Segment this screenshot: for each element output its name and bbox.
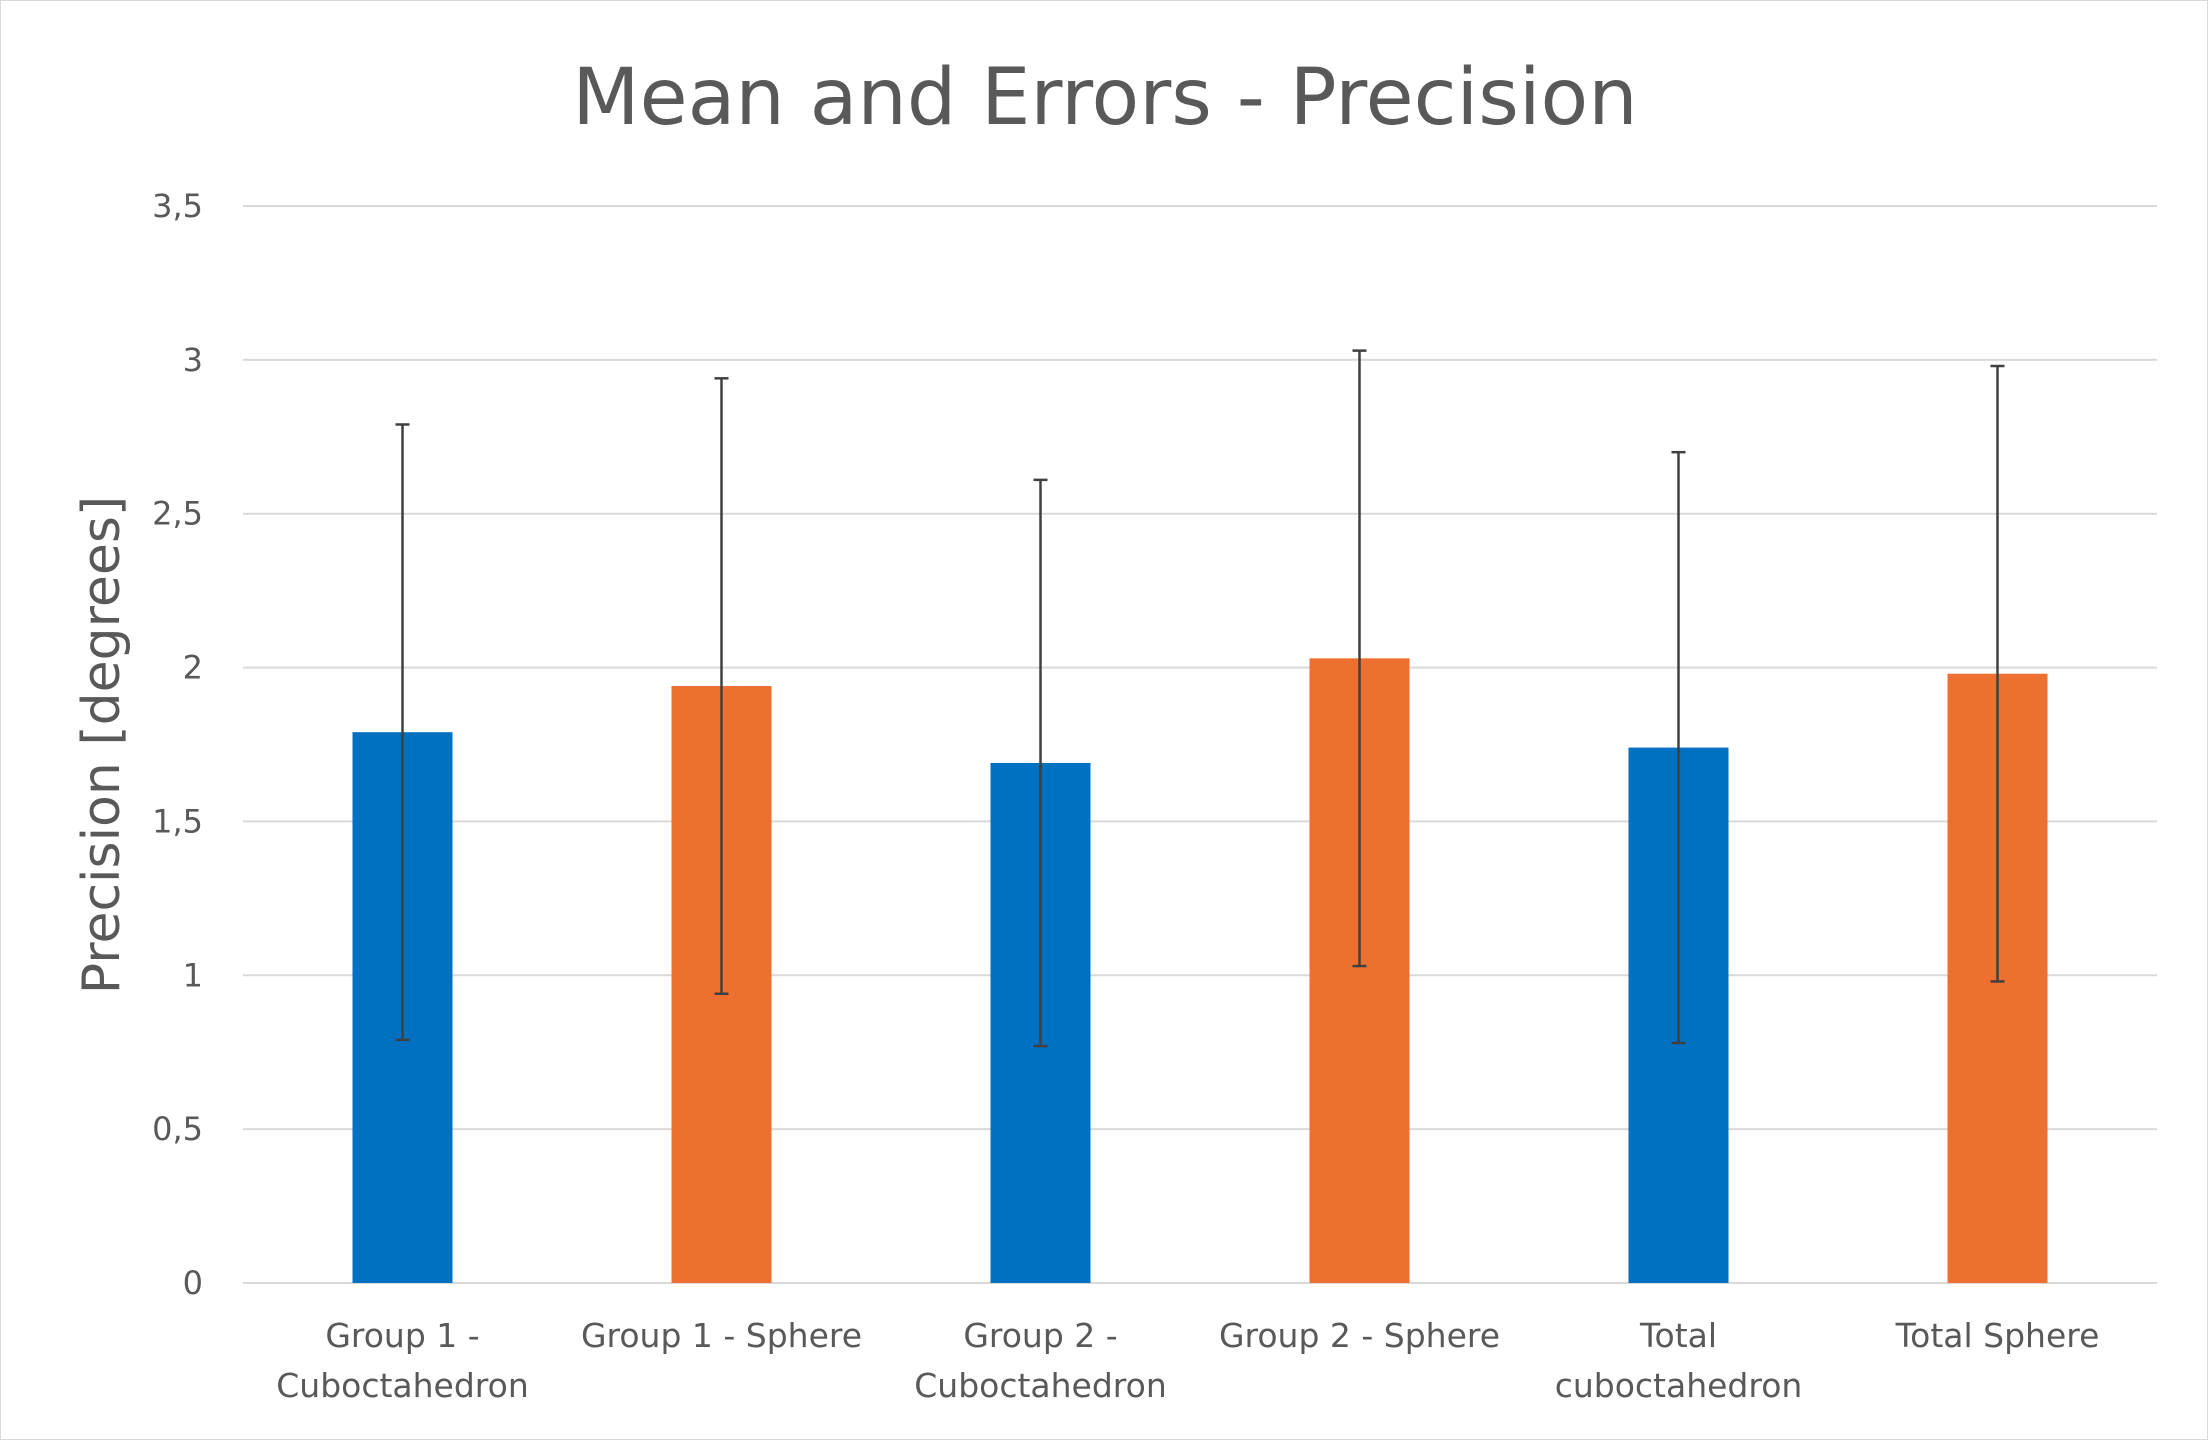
y-tick-label: 0,5 (152, 1110, 203, 1148)
error-bar (1352, 349, 1367, 968)
error-bar (395, 423, 410, 1042)
bars (352, 658, 2048, 1283)
y-tick-label: 1,5 (152, 802, 203, 840)
error-bar (714, 377, 729, 995)
y-tick-label: 3 (183, 341, 203, 379)
x-category-label: Group 1 -Cuboctahedron (276, 1316, 529, 1405)
y-tick-label: 2 (183, 649, 203, 687)
error-bar (1671, 450, 1686, 1045)
x-category-label: Total Sphere (1895, 1316, 2100, 1355)
x-category-label: Group 1 - Sphere (581, 1316, 862, 1355)
error-bars (395, 349, 2005, 1048)
gridlines (243, 205, 2157, 1284)
error-bar (1033, 478, 1048, 1048)
y-axis-title: Precision [degrees] (72, 496, 132, 994)
x-category-label: Group 2 - Sphere (1219, 1316, 1500, 1355)
y-axis-ticks: 0 0,5 1 1,5 2 2,5 3 3,5 (152, 187, 203, 1302)
error-bar (1990, 364, 2005, 983)
x-category-label: Total cuboctahedron (1555, 1316, 1803, 1405)
y-tick-label: 2,5 (152, 495, 203, 533)
y-tick-label: 0 (183, 1264, 203, 1302)
x-category-label: Group 2 -Cuboctahedron (914, 1316, 1167, 1405)
y-tick-label: 1 (183, 956, 203, 994)
y-tick-label: 3,5 (152, 187, 203, 225)
x-axis-categories: Group 1 -Cuboctahedron Group 1 - Sphere Gr… (276, 1316, 2099, 1405)
chart-title: Mean and Errors - Precision (572, 53, 1637, 143)
